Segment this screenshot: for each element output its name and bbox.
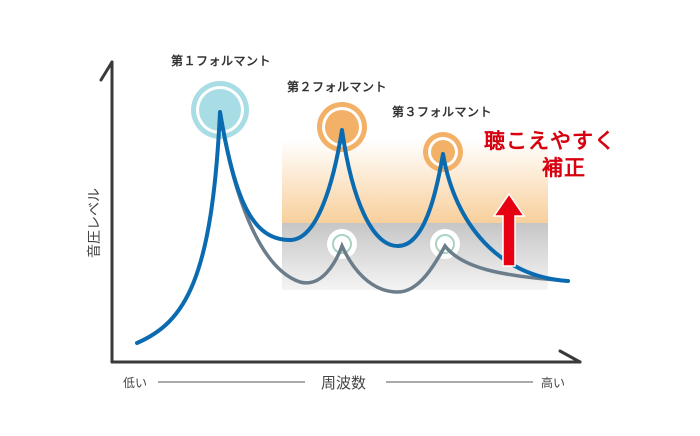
- y-axis-arrowhead: [99, 60, 114, 82]
- formant-3-label: 第３フォルマント: [392, 105, 493, 119]
- formant-1-marker: [191, 81, 249, 139]
- correction-callout: 聴こえやすく 補正: [470, 128, 630, 182]
- boost-arrow-icon: [492, 192, 526, 267]
- callout-line-1: 聴こえやすく: [484, 129, 616, 153]
- corrected-spectrum-curve: [135, 110, 570, 345]
- x-axis-arrowhead: [558, 349, 582, 364]
- x-axis-high-label: 高い: [541, 376, 566, 390]
- x-axis-low-label: 低い: [123, 376, 148, 390]
- formant-1-label: 第１フォルマント: [171, 54, 272, 68]
- x-axis-label: 周波数: [321, 374, 367, 392]
- formant-3-marker: [423, 132, 463, 172]
- axes: [99, 60, 582, 364]
- original-spectrum-curve: [218, 110, 570, 294]
- callout-line-2: 補正: [542, 156, 586, 180]
- y-axis-label: 音圧レベル: [87, 188, 103, 258]
- formant-2-marker: [317, 102, 367, 152]
- formant-2-label: 第２フォルマント: [287, 80, 388, 94]
